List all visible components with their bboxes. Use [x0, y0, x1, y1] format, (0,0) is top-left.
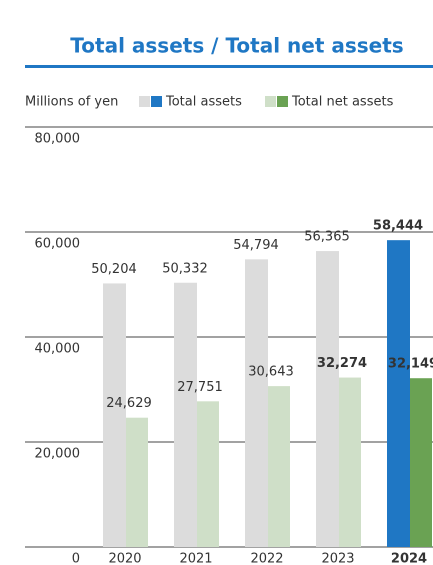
- value-label: 50,204: [91, 262, 137, 277]
- legend-swatch: [139, 96, 150, 107]
- value-label: 54,794: [233, 238, 279, 253]
- value-label: 58,444: [373, 219, 423, 234]
- bar: [410, 378, 432, 547]
- bar: [387, 240, 410, 547]
- y-tick-label: 80,000: [35, 132, 81, 147]
- value-label: 56,365: [304, 230, 350, 245]
- x-tick-label: 2024: [391, 552, 427, 565]
- x-tick-label: 2022: [250, 552, 283, 565]
- bar: [339, 377, 361, 547]
- value-label: 30,643: [248, 365, 294, 380]
- legend-swatch: [151, 96, 162, 107]
- y-tick-label: 40,000: [35, 342, 81, 357]
- value-label: 27,751: [177, 380, 223, 395]
- y-tick-label: 60,000: [35, 237, 81, 252]
- value-label: 50,332: [162, 261, 208, 276]
- bar: [103, 283, 126, 547]
- value-label: 32,274: [317, 356, 367, 371]
- legend-label: Total net assets: [291, 95, 394, 110]
- legend-label: Total assets: [165, 95, 242, 110]
- bar: [316, 251, 339, 548]
- y-tick-label: 20,000: [35, 447, 81, 462]
- unit-label: Millions of yen: [25, 95, 118, 110]
- bar: [268, 386, 290, 547]
- value-label: 32,149: [388, 357, 433, 372]
- bar: [197, 401, 219, 547]
- title-underline: [25, 65, 433, 68]
- bar: [126, 417, 148, 547]
- x-tick-label: 2021: [179, 552, 212, 565]
- value-label: 24,629: [106, 396, 152, 411]
- chart-title: Total assets / Total net assets: [70, 34, 403, 58]
- x-tick-label: 2020: [108, 552, 141, 565]
- x-tick-label: 2023: [321, 552, 354, 565]
- legend-swatch: [265, 96, 276, 107]
- bar: [174, 282, 197, 547]
- legend-swatch: [277, 96, 288, 107]
- bar: [245, 259, 268, 547]
- y-tick-label: 0: [72, 552, 80, 565]
